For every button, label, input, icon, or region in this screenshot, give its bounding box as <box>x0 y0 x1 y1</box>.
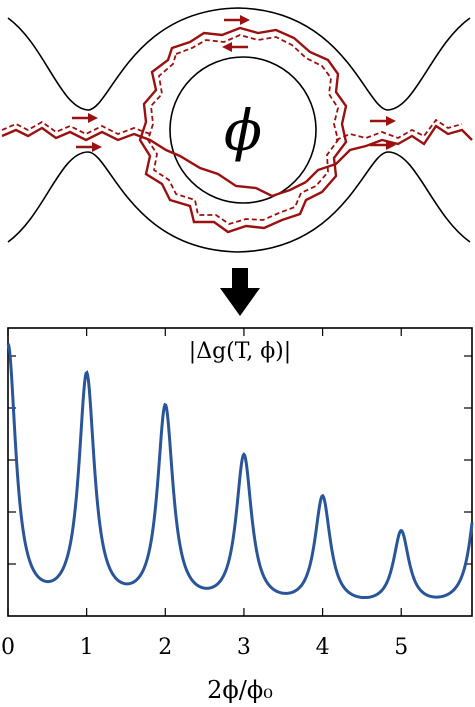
x-tick-label: 2 <box>158 635 172 660</box>
flux-symbol: ϕ <box>224 99 262 164</box>
arrow-right-icon <box>370 116 396 126</box>
plot-frame <box>7 327 473 617</box>
left-path-solid <box>1 126 307 198</box>
aharonov-bohm-diagram: ϕ <box>1 7 473 253</box>
right-path-dashed <box>335 118 463 141</box>
conductance-chart: |Δg(T, ϕ)| 0 1 2 3 4 5 2ϕ/ϕ₀ <box>1 327 474 704</box>
lower-wall <box>7 151 471 253</box>
loop-path-solid <box>138 26 348 234</box>
x-tick-labels: 0 1 2 3 4 5 <box>1 635 408 660</box>
arrow-right-icon <box>370 140 396 150</box>
electron-loop-path <box>138 26 348 234</box>
x-tick-label: 3 <box>237 635 251 660</box>
right-path-solid <box>305 124 473 183</box>
x-tick-label: 5 <box>394 635 408 660</box>
x-tick-label: 0 <box>1 635 15 660</box>
arrow-right-icon <box>224 15 250 25</box>
series-line <box>6 343 474 600</box>
direction-arrows <box>72 15 396 152</box>
x-tick-label: 4 <box>316 635 330 660</box>
arrow-right-icon <box>76 142 102 152</box>
chart-title: |Δg(T, ϕ)| <box>189 339 291 364</box>
x-axis-label: 2ϕ/ϕ₀ <box>207 676 273 704</box>
x-tick-label: 1 <box>80 635 94 660</box>
arrow-right-icon <box>72 113 98 123</box>
upper-wall <box>7 7 471 111</box>
left-lead-path <box>1 120 307 198</box>
arrow-left-icon <box>222 42 248 52</box>
flux-tube-circle <box>169 56 317 204</box>
down-arrow-icon <box>220 268 260 316</box>
loop-path-dashed <box>147 34 339 225</box>
left-path-dashed <box>1 120 151 136</box>
x-axis-ticks <box>7 328 402 616</box>
right-lead-path <box>305 118 473 183</box>
